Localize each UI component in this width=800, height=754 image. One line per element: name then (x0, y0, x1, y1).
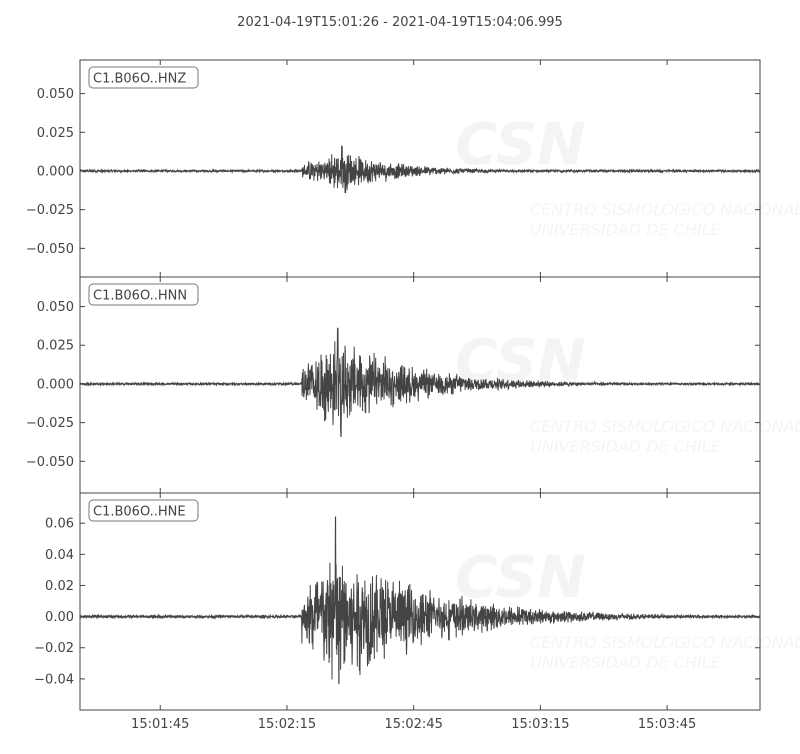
trace-label: C1.B06O..HNN (88, 283, 199, 306)
y-tick-label: 0.025 (37, 339, 74, 354)
svg-text:CSN: CSN (455, 543, 586, 611)
y-tick-label: 0.00 (45, 610, 74, 625)
y-tick-label: 0.06 (45, 517, 74, 532)
y-tick-label: −0.050 (26, 455, 74, 470)
trace-panel: CSN CENTRO SISMOLÓGICO NACIONALUNIVERSIDA… (26, 59, 800, 278)
svg-text:CENTRO SISMOLÓGICO NACIONAL: CENTRO SISMOLÓGICO NACIONAL (530, 417, 800, 436)
y-tick-label: −0.025 (26, 416, 74, 431)
x-tick-label: 15:02:15 (258, 717, 316, 732)
y-tick-label: 0.04 (45, 548, 74, 563)
y-tick-label: −0.050 (26, 242, 74, 257)
x-tick-label: 15:03:15 (511, 717, 569, 732)
chart-title: 2021-04-19T15:01:26 - 2021-04-19T15:04:0… (237, 15, 563, 30)
trace-panel: CSN CENTRO SISMOLÓGICO NACIONALUNIVERSIDA… (34, 492, 800, 732)
waveform-trace (79, 516, 761, 684)
y-tick-label: −0.02 (34, 641, 74, 656)
y-tick-label: 0.050 (37, 87, 74, 102)
trace-label-text: C1.B06O..HNZ (93, 72, 186, 87)
y-tick-label: 0.000 (37, 164, 74, 179)
y-tick-label: −0.04 (34, 672, 74, 687)
svg-text:UNIVERSIDAD DE CHILE: UNIVERSIDAD DE CHILE (530, 437, 721, 456)
waveform-trace (79, 145, 761, 194)
y-tick-label: 0.025 (37, 126, 74, 141)
y-tick-label: −0.025 (26, 203, 74, 218)
csn-watermark-logo: CSN CENTRO SISMOLÓGICO NACIONALUNIVERSIDA… (455, 110, 800, 239)
y-tick-label: 0.02 (45, 579, 74, 594)
waveform-trace (79, 327, 761, 437)
y-tick-label: 0.000 (37, 377, 74, 392)
trace-label-text: C1.B06O..HNN (93, 289, 187, 304)
svg-text:CENTRO SISMOLÓGICO NACIONAL: CENTRO SISMOLÓGICO NACIONAL (530, 633, 800, 652)
axes-frame (79, 492, 761, 711)
csn-watermark-logo: CSN CENTRO SISMOLÓGICO NACIONALUNIVERSIDA… (455, 543, 800, 672)
x-tick-label: 15:03:45 (638, 717, 696, 732)
trace-label-text: C1.B06O..HNE (93, 505, 186, 520)
x-tick-label: 15:02:45 (384, 717, 442, 732)
trace-label: C1.B06O..HNE (88, 499, 199, 522)
svg-text:CSN: CSN (455, 110, 586, 178)
x-tick-label: 15:01:45 (131, 717, 189, 732)
y-tick-label: 0.050 (37, 300, 74, 315)
svg-text:UNIVERSIDAD DE CHILE: UNIVERSIDAD DE CHILE (530, 220, 721, 239)
axes-frame (79, 59, 761, 278)
trace-label: C1.B06O..HNZ (88, 66, 199, 89)
svg-text:UNIVERSIDAD DE CHILE: UNIVERSIDAD DE CHILE (530, 653, 721, 672)
svg-text:CENTRO SISMOLÓGICO NACIONAL: CENTRO SISMOLÓGICO NACIONAL (530, 200, 800, 219)
